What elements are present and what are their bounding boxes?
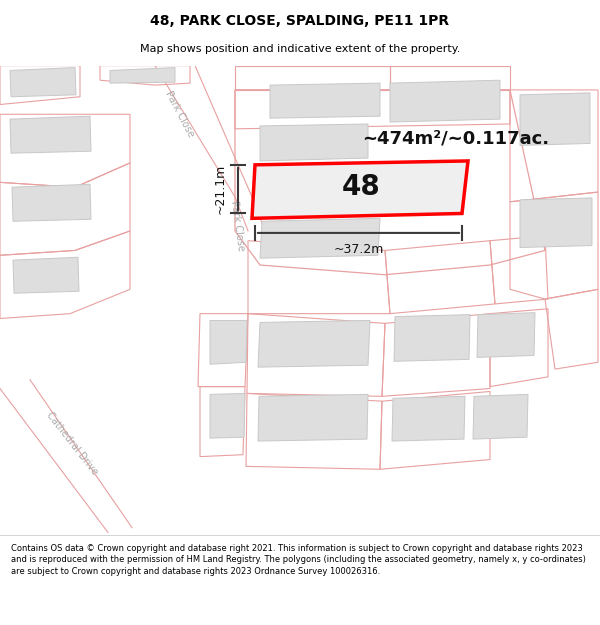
Text: Contains OS data © Crown copyright and database right 2021. This information is : Contains OS data © Crown copyright and d… [11,544,586,576]
Polygon shape [10,116,91,153]
Text: Cathedral Drive: Cathedral Drive [44,409,100,476]
Text: Map shows position and indicative extent of the property.: Map shows position and indicative extent… [140,44,460,54]
Polygon shape [258,394,368,441]
Polygon shape [10,68,76,97]
Text: Park Close: Park Close [164,89,196,139]
Polygon shape [473,394,528,439]
Polygon shape [210,321,247,364]
Polygon shape [520,93,590,146]
Polygon shape [260,218,380,258]
Polygon shape [260,124,368,161]
Polygon shape [150,66,250,211]
Text: 48: 48 [342,173,381,201]
Polygon shape [252,161,468,218]
Polygon shape [477,312,535,358]
Polygon shape [258,321,370,367]
Polygon shape [110,68,175,83]
Polygon shape [392,396,465,441]
Text: ~37.2m: ~37.2m [334,243,383,256]
Polygon shape [390,80,500,122]
Polygon shape [215,197,265,241]
Polygon shape [520,198,592,248]
Text: ~21.1m: ~21.1m [214,164,227,214]
Text: ~474m²/~0.117ac.: ~474m²/~0.117ac. [362,129,549,148]
Polygon shape [13,258,79,293]
Text: Park Close: Park Close [230,200,247,252]
Polygon shape [270,83,380,118]
Polygon shape [12,184,91,221]
Polygon shape [210,393,245,438]
Text: 48, PARK CLOSE, SPALDING, PE11 1PR: 48, PARK CLOSE, SPALDING, PE11 1PR [151,14,449,28]
Polygon shape [0,352,130,532]
Polygon shape [394,314,470,361]
